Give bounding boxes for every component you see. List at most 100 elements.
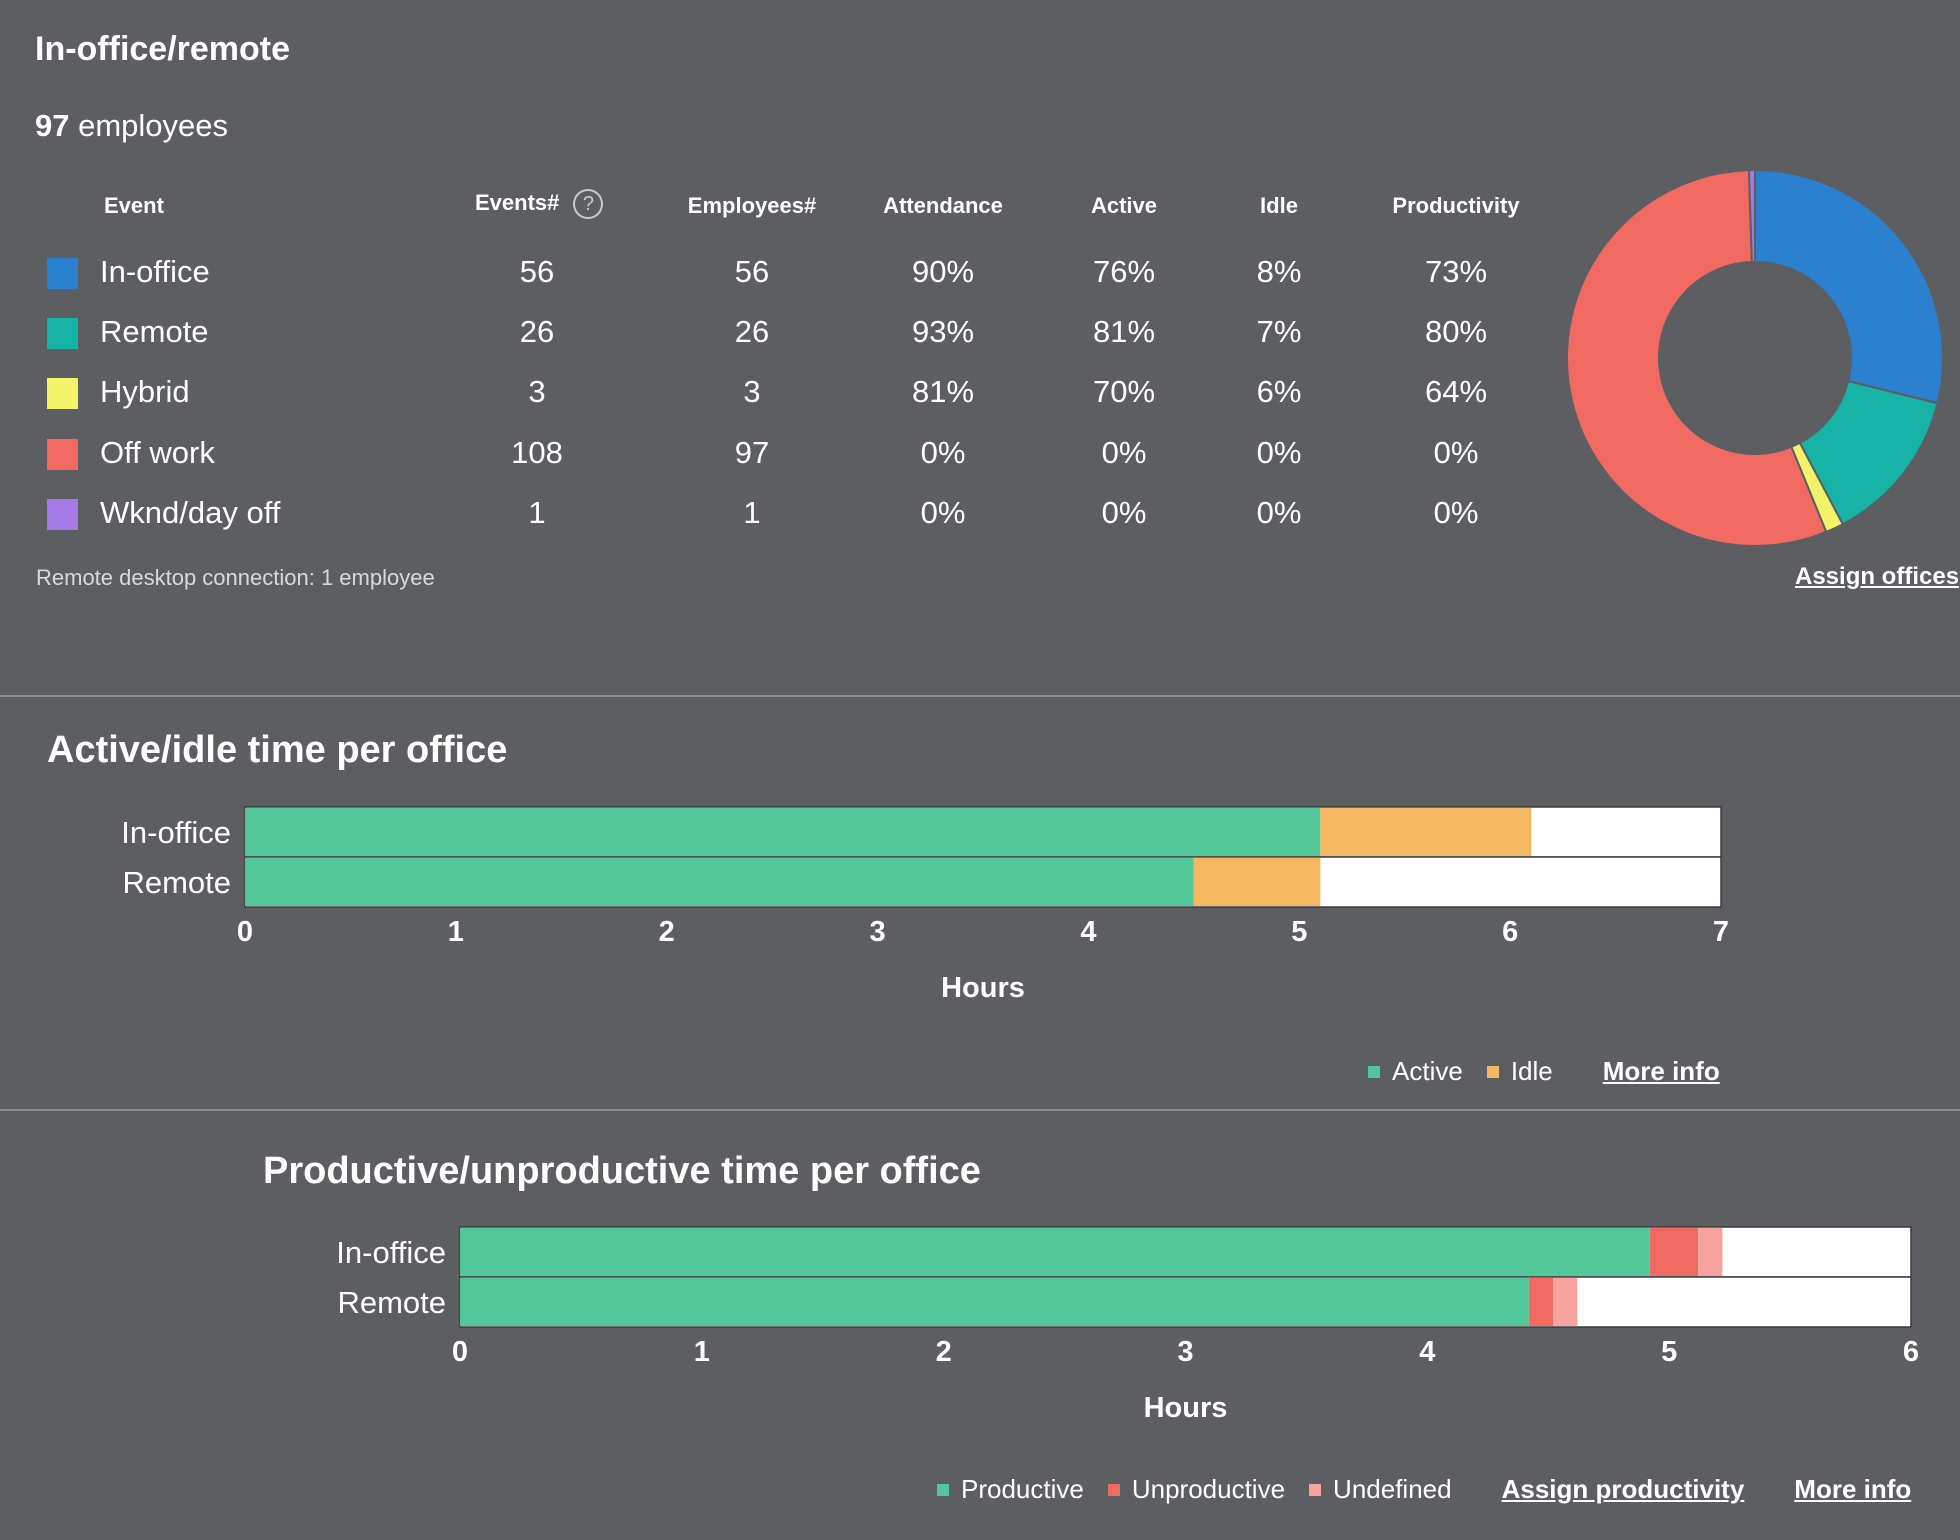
- legend-item-idle: Idle: [1486, 1056, 1553, 1087]
- table-row: Hybrid 3 3 81% 70% 6% 64%: [0, 364, 1560, 424]
- productivity-value: 80%: [1424, 314, 1488, 349]
- bar-segment-undefined[interactable]: [1553, 1278, 1578, 1326]
- event-label: Hybrid: [100, 374, 190, 409]
- employee-count: 97: [35, 108, 70, 143]
- more-info-link[interactable]: More info: [1794, 1474, 1912, 1504]
- x-tick-label: 7: [1713, 916, 1729, 948]
- productivity-value: 0%: [1433, 435, 1479, 470]
- employees-value: 26: [734, 314, 770, 349]
- bar-segment-idle[interactable]: [1193, 858, 1321, 906]
- event-label: Remote: [100, 314, 209, 349]
- events-value: 56: [519, 254, 555, 289]
- events-value: 3: [528, 374, 546, 409]
- x-tick-label: 2: [936, 1336, 952, 1368]
- legend-swatch: [47, 318, 78, 349]
- x-tick-label: 2: [659, 916, 675, 948]
- x-tick-label: 6: [1903, 1336, 1919, 1368]
- column-header-events: Events#?: [475, 189, 604, 219]
- panel-title: Active/idle time per office: [47, 729, 508, 771]
- active-value: 0%: [1101, 495, 1147, 530]
- legend-label: Undefined: [1333, 1474, 1452, 1504]
- x-axis-label: Hours: [1144, 1392, 1228, 1424]
- employees-value: 3: [743, 374, 761, 409]
- category-label: In-office: [121, 815, 231, 850]
- column-header-productivity: Productivity: [1392, 193, 1520, 218]
- employees-value: 1: [743, 495, 761, 530]
- category-label: In-office: [336, 1235, 446, 1270]
- employees-value: 56: [734, 254, 770, 289]
- section-divider: [0, 1109, 1960, 1111]
- productivity-value: 0%: [1433, 495, 1479, 530]
- bar-segment-productive[interactable]: [460, 1278, 1529, 1326]
- legend-label: Unproductive: [1131, 1474, 1286, 1504]
- legend-swatch: [47, 258, 78, 289]
- legend-swatch: [937, 1483, 949, 1496]
- bar-segment-active[interactable]: [245, 808, 1321, 856]
- x-tick-label: 0: [237, 916, 253, 948]
- attendance-value: 0%: [920, 435, 966, 470]
- bar-segment-idle[interactable]: [1320, 808, 1532, 856]
- x-tick-label: 0: [452, 1336, 468, 1368]
- legend-label: Idle: [1510, 1056, 1553, 1086]
- active-value: 81%: [1092, 314, 1156, 349]
- help-icon[interactable]: ?: [573, 189, 604, 219]
- column-header-employees: Employees#: [687, 193, 817, 218]
- legend-item-undefined: Undefined: [1309, 1474, 1452, 1505]
- bar-segment-productive[interactable]: [460, 1228, 1650, 1276]
- legend-swatch: [1486, 1065, 1499, 1078]
- employee-count-summary: 97 employees: [35, 108, 228, 144]
- chart-legend: Productive Unproductive Undefined Assign…: [937, 1474, 1911, 1505]
- bar-segment-active[interactable]: [245, 858, 1194, 906]
- more-info-link[interactable]: More info: [1602, 1056, 1720, 1086]
- idle-value: 0%: [1256, 435, 1302, 470]
- remote-desktop-footnote: Remote desktop connection: 1 employee: [36, 565, 435, 590]
- bar-segment-undefined[interactable]: [1698, 1228, 1723, 1276]
- category-label: Remote: [337, 1285, 446, 1320]
- category-label: Remote: [122, 865, 231, 900]
- events-value: 108: [511, 435, 563, 470]
- idle-value: 6%: [1256, 374, 1302, 409]
- events-value: 26: [519, 314, 555, 349]
- active-idle-panel: Active/idle time per office In-office Rem…: [0, 697, 1960, 1109]
- legend-swatch: [1107, 1483, 1120, 1496]
- x-tick-label: 1: [448, 916, 464, 948]
- assign-offices-link[interactable]: Assign offices: [1795, 563, 1960, 590]
- attendance-value: 90%: [911, 254, 975, 289]
- x-tick-label: 4: [1080, 916, 1096, 948]
- assign-productivity-link[interactable]: Assign productivity: [1501, 1474, 1745, 1504]
- idle-value: 8%: [1256, 254, 1302, 289]
- x-axis-label: Hours: [941, 972, 1025, 1004]
- in-office-remote-panel: In-office/remote 97 employees Event Even…: [0, 0, 1960, 695]
- x-tick-label: 6: [1502, 916, 1518, 948]
- bar-segment-unproductive[interactable]: [1649, 1228, 1699, 1276]
- active-value: 70%: [1092, 374, 1156, 409]
- idle-value: 0%: [1256, 495, 1302, 530]
- donut-slice-off-work: [1566, 169, 1828, 547]
- column-header-idle: Idle: [1260, 193, 1298, 218]
- x-tick-label: 5: [1291, 916, 1307, 948]
- employees-value: 97: [734, 435, 770, 470]
- legend-swatch: [47, 378, 78, 409]
- event-donut-chart: [1566, 168, 1944, 547]
- attendance-value: 0%: [920, 495, 966, 530]
- legend-swatch: [47, 499, 78, 530]
- productivity-value: 64%: [1424, 374, 1488, 409]
- x-tick-label: 3: [870, 916, 886, 948]
- column-header-events-label: Events#: [475, 189, 560, 215]
- bar-segment-unproductive[interactable]: [1528, 1278, 1554, 1326]
- x-tick-label: 3: [1177, 1336, 1193, 1368]
- section-divider: [0, 695, 1960, 697]
- attendance-value: 81%: [911, 374, 975, 409]
- column-header-active: Active: [1090, 193, 1158, 218]
- column-header-event: Event: [104, 193, 164, 218]
- active-value: 76%: [1092, 254, 1156, 289]
- x-tick-label: 4: [1419, 1336, 1435, 1368]
- event-label: In-office: [100, 254, 210, 289]
- productive-unproductive-panel: Productive/unproductive time per office …: [0, 1111, 1960, 1540]
- x-tick-label: 1: [694, 1336, 710, 1368]
- legend-swatch: [47, 439, 78, 470]
- events-value: 1: [528, 495, 546, 530]
- employee-count-label: employees: [78, 108, 229, 143]
